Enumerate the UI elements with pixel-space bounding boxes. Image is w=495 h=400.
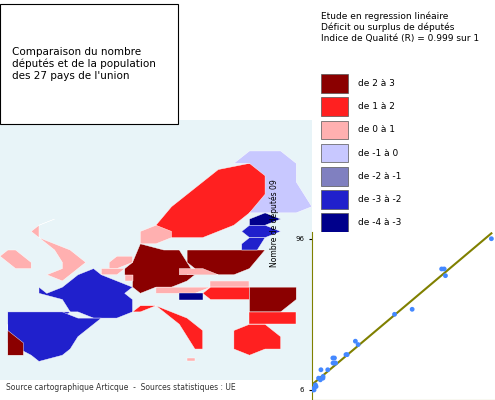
Point: [324, 366, 332, 373]
Point: [408, 306, 416, 312]
Text: de -3 à -2: de -3 à -2: [358, 195, 401, 204]
Polygon shape: [125, 244, 195, 293]
Point: [319, 375, 327, 381]
Point: [317, 366, 325, 373]
Point: [331, 355, 339, 361]
FancyBboxPatch shape: [0, 4, 178, 124]
Text: de -2 à -1: de -2 à -1: [358, 172, 401, 181]
Polygon shape: [156, 287, 210, 293]
Text: de 2 à 3: de 2 à 3: [358, 79, 395, 88]
Polygon shape: [203, 287, 249, 300]
Bar: [0, 120, 312, 380]
Point: [316, 377, 324, 383]
Point: [311, 382, 319, 388]
Point: [312, 383, 320, 390]
Polygon shape: [31, 219, 86, 281]
Polygon shape: [125, 275, 133, 281]
Polygon shape: [101, 268, 125, 275]
Point: [315, 375, 323, 381]
Polygon shape: [141, 225, 172, 244]
Text: de -4 à -3: de -4 à -3: [358, 218, 401, 227]
Point: [332, 360, 340, 366]
Point: [319, 373, 327, 380]
Text: Source cartographique Articque  -  Sources statistiques : UE: Source cartographique Articque - Sources…: [6, 383, 236, 392]
Y-axis label: Nombre de députés 09: Nombre de députés 09: [269, 180, 279, 268]
Polygon shape: [8, 324, 23, 355]
Point: [308, 387, 316, 393]
Polygon shape: [156, 163, 296, 238]
Bar: [321, 121, 348, 139]
Bar: [321, 74, 348, 93]
Point: [488, 236, 495, 242]
Bar: [321, 98, 348, 116]
Polygon shape: [109, 256, 133, 268]
Bar: [321, 214, 348, 232]
Polygon shape: [249, 312, 296, 324]
Text: de -1 à 0: de -1 à 0: [358, 149, 398, 158]
Point: [309, 387, 317, 393]
Point: [331, 360, 339, 366]
Text: Etude en regression linéaire
Déficit ou surplus de députés
Indice de Qualité (R): Etude en regression linéaire Déficit ou …: [321, 12, 479, 42]
Polygon shape: [39, 268, 133, 318]
Text: de 0 à 1: de 0 à 1: [358, 126, 395, 134]
Text: de 1 à 2: de 1 à 2: [358, 102, 395, 111]
Polygon shape: [8, 312, 101, 362]
Text: Comparaison du nombre
députés et de la population
des 27 pays de l'union: Comparaison du nombre députés et de la p…: [12, 47, 156, 81]
Point: [351, 338, 359, 344]
Point: [342, 352, 350, 358]
Polygon shape: [187, 250, 265, 275]
Polygon shape: [187, 358, 195, 362]
Polygon shape: [210, 281, 249, 287]
Polygon shape: [328, 362, 343, 368]
Point: [391, 311, 398, 318]
Point: [442, 272, 449, 279]
Point: [310, 387, 318, 393]
Bar: [321, 190, 348, 209]
Polygon shape: [242, 238, 265, 250]
Point: [438, 266, 446, 272]
Point: [343, 352, 351, 358]
Polygon shape: [0, 250, 31, 268]
Polygon shape: [234, 151, 312, 213]
Bar: [321, 167, 348, 186]
Polygon shape: [249, 213, 281, 225]
Point: [329, 355, 337, 361]
Polygon shape: [133, 306, 203, 349]
Polygon shape: [242, 225, 281, 238]
Bar: [321, 144, 348, 162]
Polygon shape: [234, 324, 281, 355]
Polygon shape: [179, 268, 218, 275]
Point: [354, 341, 362, 348]
Point: [440, 266, 448, 272]
Polygon shape: [249, 287, 296, 312]
Point: [310, 385, 318, 392]
Polygon shape: [179, 293, 203, 300]
Point: [329, 360, 337, 366]
